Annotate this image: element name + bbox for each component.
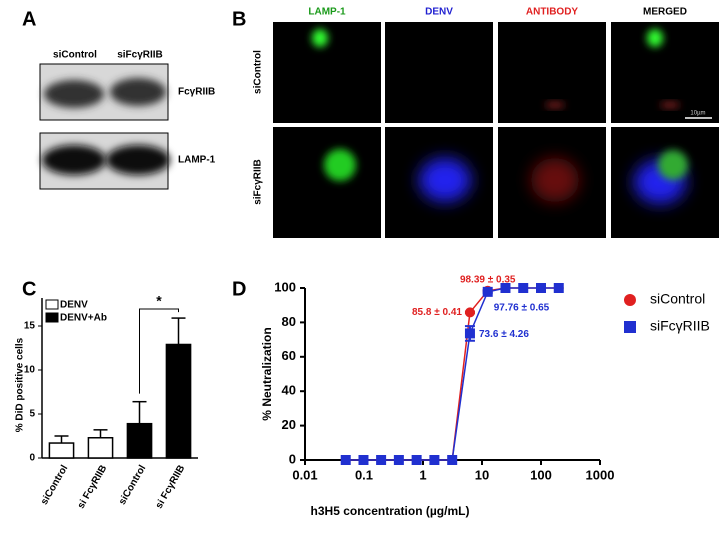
bar [165,343,192,459]
y-tick-label: 10 [24,365,36,376]
point [411,455,422,465]
y-tick-label: 80 [282,314,296,329]
point [553,283,564,293]
channel-label: ANTIBODY [526,7,579,18]
point [447,455,458,465]
y-tick-label: 60 [282,348,296,363]
panel-label: D [232,278,246,300]
x-tick-label: 1000 [586,467,615,482]
x-tick-label: si FcγRIIB [76,463,110,510]
x-tick-label: 0.01 [292,467,317,482]
x-tick-label: siControl [39,463,71,507]
x-axis-label: h3H5 concentration (µg/mL) [311,504,470,518]
significance-label: * [156,293,162,309]
x-tick-label: 1 [419,467,426,482]
blot-column: siFcγRIIB [117,50,163,61]
channel-label: DENV [425,7,453,18]
legend-label: siFcγRIIB [650,318,710,334]
legend-label: siControl [650,291,705,307]
microscopy-images [273,22,719,238]
point [482,286,493,297]
value-label: 97.76 ± 0.65 [494,302,550,313]
channel-label: MERGED [643,7,687,18]
point [518,283,529,293]
blot-row: LAMP-1 [178,155,216,166]
legend-label: DENV [60,300,88,311]
legend-swatch [45,312,59,323]
panel-label: C [22,278,36,300]
bar [126,422,153,459]
x-tick-label: 10 [475,467,489,482]
row-label: siControl [253,50,264,94]
x-tick-label: 100 [530,467,552,482]
panel-label: B [232,8,246,30]
point [536,283,546,293]
point [464,307,475,318]
y-axis-label: % DiD positive cells [15,337,26,432]
value-label: 85.8 ± 0.41 [412,307,462,318]
y-tick-label: 0 [29,453,35,464]
legend-label: DENV+Ab [60,313,107,324]
x-tick-label: 0.1 [355,467,373,482]
scale-bar-label: 10µm [690,111,705,117]
point [429,455,440,465]
bar [87,437,114,459]
blot-image [39,63,170,190]
point [358,455,369,465]
legend-marker [624,294,636,306]
legend-swatch [45,299,59,310]
y-tick-label: 100 [274,279,296,294]
point [500,283,511,293]
y-tick-label: 5 [29,409,35,420]
y-axis-label: % Neutralization [260,327,274,420]
point [393,455,404,465]
blot-row: FcγRIIB [178,87,215,98]
x-tick-label: siControl [117,463,149,507]
row-label: siFcγRIIB [253,159,264,205]
point [340,455,351,465]
blot-column: siControl [53,50,97,61]
value-label: 98.39 ± 0.35 [460,274,516,285]
point [464,328,475,339]
y-tick-label: 20 [282,417,296,432]
y-tick-label: 15 [24,321,36,332]
y-tick-label: 40 [282,383,296,398]
bar [48,442,75,459]
panel-label: A [22,8,36,30]
value-label: 73.6 ± 4.26 [479,329,529,340]
channel-label: LAMP-1 [308,7,346,18]
y-tick-label: 0 [289,451,296,466]
significance-bracket [139,308,179,394]
legend-marker [624,321,636,333]
point [376,455,387,465]
x-tick-label: si FcγRIIB [154,463,188,510]
